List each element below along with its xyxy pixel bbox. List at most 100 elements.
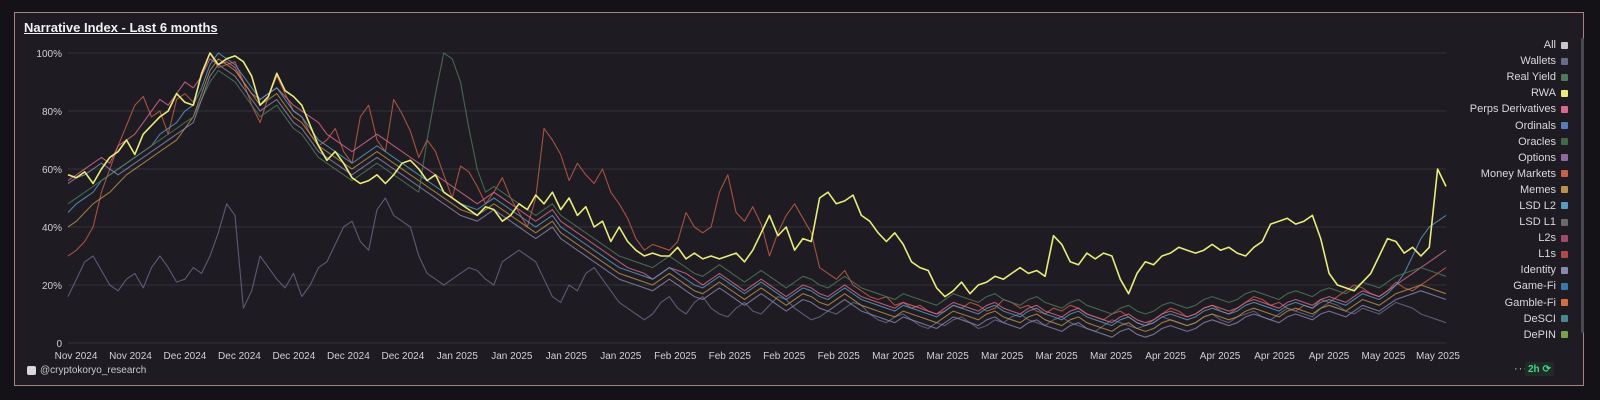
x-tick-label: Apr 2025	[1254, 351, 1295, 362]
legend-item-all[interactable]: All	[1368, 37, 1568, 53]
x-tick-label: Apr 2025	[1145, 351, 1186, 362]
legend-swatch	[1561, 234, 1568, 242]
legend-item-money-markets[interactable]: Money Markets	[1368, 166, 1568, 182]
y-tick-label: 100%	[36, 49, 62, 60]
more-options-icon[interactable]: ···	[1514, 363, 1528, 375]
legend-swatch	[1561, 41, 1568, 49]
legend-item-l2s[interactable]: L2s	[1368, 230, 1568, 246]
y-tick-label: 60%	[42, 165, 62, 176]
legend-item-ordinals[interactable]: Ordinals	[1368, 117, 1568, 133]
chart-legend: All Wallets Real Yield RWA Perps Derivatives…	[1368, 37, 1568, 343]
series-line-perps-derivatives[interactable]	[67, 58, 1447, 324]
series-line-wallets[interactable]	[67, 197, 1447, 332]
legend-swatch	[1561, 299, 1568, 307]
legend-item-l1s[interactable]: L1s	[1368, 246, 1568, 262]
legend-label: Identity	[1520, 264, 1556, 277]
legend-swatch	[1561, 315, 1568, 323]
chart-title: Narrative Index - Last 6 months	[24, 20, 218, 35]
legend-item-gamble-fi[interactable]: Gamble-Fi	[1368, 295, 1568, 311]
legend-label: Game-Fi	[1513, 280, 1556, 293]
x-tick-label: Dec 2024	[273, 351, 316, 362]
series-line-lsd-l2[interactable]	[67, 52, 1447, 327]
logo-icon	[27, 366, 36, 375]
legend-item-wallets[interactable]: Wallets	[1368, 53, 1568, 69]
y-tick-label: 40%	[42, 223, 62, 234]
legend-label: Options	[1518, 151, 1556, 164]
x-tick-label: Apr 2025	[1200, 351, 1241, 362]
legend-label: LSD L2	[1519, 199, 1556, 212]
legend-label: LSD L1	[1519, 216, 1556, 229]
legend-swatch	[1561, 138, 1568, 146]
y-tick-label: 20%	[42, 281, 62, 292]
legend-swatch	[1561, 122, 1568, 130]
legend-swatch	[1561, 73, 1568, 81]
x-tick-label: Dec 2024	[164, 351, 207, 362]
legend-item-lsd-l2[interactable]: LSD L2	[1368, 198, 1568, 214]
legend-swatch	[1561, 218, 1568, 226]
x-tick-label: Jan 2025	[600, 351, 642, 362]
x-tick-label: Dec 2024	[218, 351, 261, 362]
legend-item-perps-derivatives[interactable]: Perps Derivatives	[1368, 101, 1568, 117]
refresh-badge[interactable]: 2h ⟳	[1525, 362, 1554, 376]
x-tick-label: Feb 2025	[709, 351, 752, 362]
legend-swatch	[1561, 250, 1568, 258]
x-tick-label: Jan 2025	[437, 351, 479, 362]
x-tick-label: May 2025	[1362, 351, 1406, 362]
legend-label: Memes	[1519, 183, 1556, 196]
x-tick-label: Mar 2025	[981, 351, 1024, 362]
x-tick-label: Mar 2025	[1036, 351, 1079, 362]
x-tick-label: Mar 2025	[872, 351, 915, 362]
x-tick-label: Apr 2025	[1309, 351, 1350, 362]
legend-swatch	[1561, 266, 1568, 274]
x-tick-label: Feb 2025	[818, 351, 861, 362]
legend-swatch	[1561, 282, 1568, 290]
watermark: @cryptokoryo_research	[27, 365, 146, 376]
legend-label: RWA	[1530, 87, 1556, 100]
legend-swatch	[1561, 105, 1568, 113]
legend-swatch	[1561, 154, 1568, 162]
x-tick-label: Feb 2025	[763, 351, 806, 362]
x-tick-label: Dec 2024	[327, 351, 370, 362]
legend-label: Oracles	[1518, 135, 1556, 148]
legend-item-real-yield[interactable]: Real Yield	[1368, 69, 1568, 85]
legend-item-desci[interactable]: DeSCI	[1368, 311, 1568, 327]
legend-item-depin[interactable]: DePIN	[1368, 327, 1568, 343]
legend-swatch	[1561, 202, 1568, 210]
legend-label: L1s	[1538, 248, 1556, 261]
legend-label: Wallets	[1520, 55, 1556, 68]
legend-swatch	[1561, 57, 1568, 65]
legend-label: DeSCI	[1523, 312, 1556, 325]
legend-item-options[interactable]: Options	[1368, 150, 1568, 166]
legend-swatch	[1561, 186, 1568, 194]
legend-item-rwa[interactable]: RWA	[1368, 85, 1568, 101]
watermark-text: @cryptokoryo_research	[40, 365, 147, 376]
x-tick-label: Jan 2025	[546, 351, 588, 362]
series-line-real-yield[interactable]	[67, 52, 1447, 315]
x-tick-label: Jan 2025	[491, 351, 533, 362]
legend-swatch	[1561, 170, 1568, 178]
legend-scrollbar[interactable]	[1581, 38, 1584, 333]
legend-swatch	[1561, 89, 1568, 97]
legend-label: L2s	[1538, 232, 1556, 245]
series-line-memes[interactable]	[67, 58, 1447, 332]
y-tick-label: 80%	[42, 107, 62, 118]
x-tick-label: Mar 2025	[927, 351, 970, 362]
y-tick-label: 0	[56, 339, 62, 350]
legend-item-memes[interactable]: Memes	[1368, 182, 1568, 198]
legend-label: DePIN	[1523, 328, 1556, 341]
legend-label: All	[1543, 39, 1556, 52]
legend-label: Gamble-Fi	[1504, 296, 1556, 309]
legend-item-game-fi[interactable]: Game-Fi	[1368, 278, 1568, 294]
legend-label: Real Yield	[1506, 71, 1556, 84]
x-tick-label: Nov 2024	[109, 351, 152, 362]
x-tick-label: Mar 2025	[1090, 351, 1133, 362]
series-line-rwa[interactable]	[67, 52, 1447, 298]
legend-item-oracles[interactable]: Oracles	[1368, 134, 1568, 150]
legend-item-lsd-l1[interactable]: LSD L1	[1368, 214, 1568, 230]
legend-label: Ordinals	[1515, 119, 1556, 132]
legend-item-identity[interactable]: Identity	[1368, 262, 1568, 278]
series-line-identity[interactable]	[67, 64, 1447, 338]
x-tick-label: Feb 2025	[654, 351, 697, 362]
legend-swatch	[1561, 331, 1568, 339]
